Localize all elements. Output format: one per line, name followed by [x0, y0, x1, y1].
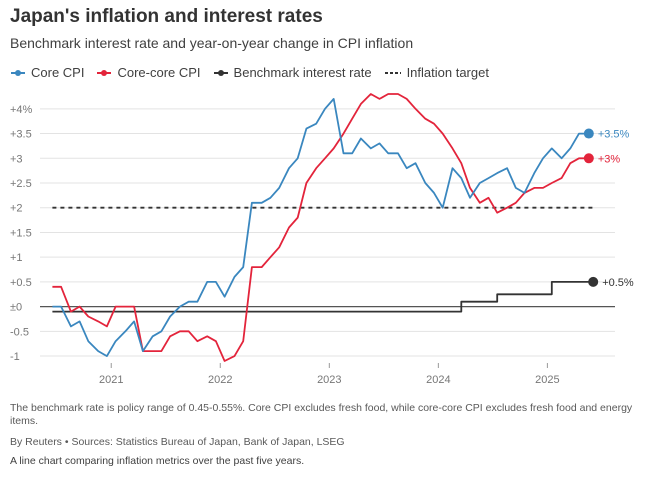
y-tick-label: +1: [10, 252, 23, 264]
y-tick-label: +4%: [10, 104, 33, 116]
chart-plot: +4% +3.5 +3 +2.5 +2 +1.5 +1 +0.5 ±0 -0.5 -1 2021 202…: [10, 93, 634, 386]
legend-core-core-cpi: Core-core CPI: [96, 65, 201, 80]
chart-description: A line chart comparing inflation metrics…: [10, 455, 305, 467]
chart-legend: Core CPI Core-core CPI Benchmark interes…: [10, 65, 501, 80]
y-tick-label: -0.5: [10, 326, 29, 338]
y-tick-label: +1.5: [10, 227, 32, 239]
legend-label: Inflation target: [406, 65, 489, 80]
legend-line-icon: [213, 69, 228, 76]
benchmark-interest-rate-end-label: +0.5%: [602, 277, 634, 289]
y-tick-label: +2.5: [10, 178, 32, 190]
legend-label: Core-core CPI: [117, 65, 201, 80]
source-line: By Reuters • Sources: Statistics Bureau …: [10, 436, 345, 448]
legend-line-icon: [11, 69, 25, 76]
core-core-cpi-end-label: +3%: [598, 153, 621, 165]
legend-core-cpi: Core CPI: [10, 65, 84, 80]
x-tick-label: 2024: [426, 374, 450, 386]
x-tick-label: 2025: [535, 374, 559, 386]
x-tick-label: 2021: [99, 374, 123, 386]
legend-label: Core CPI: [31, 65, 85, 80]
core-cpi-end-label: +3.5%: [598, 129, 630, 141]
x-tick-label: 2022: [208, 374, 232, 386]
chart-subtitle: Benchmark interest rate and year-on-year…: [10, 35, 414, 51]
core-core-cpi-end-marker: [583, 153, 594, 164]
y-tick-label: +3: [10, 153, 23, 165]
core-cpi-end-marker: [583, 128, 594, 139]
legend-dashed-line-icon: [384, 71, 401, 74]
legend-line-icon: [97, 69, 112, 76]
y-tick-label: +2: [10, 203, 23, 215]
legend-benchmark-rate: Benchmark interest rate: [213, 65, 372, 80]
legend-inflation-target: Inflation target: [384, 65, 489, 80]
y-tick-label: -1: [10, 351, 20, 363]
benchmark-interest-rate-end-marker: [588, 276, 599, 287]
core-cpi-line: [52, 97, 589, 358]
y-tick-label: +0.5: [10, 277, 32, 289]
x-tick-label: 2023: [317, 374, 341, 386]
y-tick-label: ±0: [10, 302, 22, 314]
chart-title: Japan's inflation and interest rates: [10, 6, 323, 27]
legend-label: Benchmark interest rate: [233, 65, 372, 80]
y-tick-label: +3.5: [10, 129, 32, 141]
footnote: The benchmark rate is policy range of 0.…: [10, 402, 633, 427]
benchmark-interest-rate-line: [52, 280, 594, 313]
